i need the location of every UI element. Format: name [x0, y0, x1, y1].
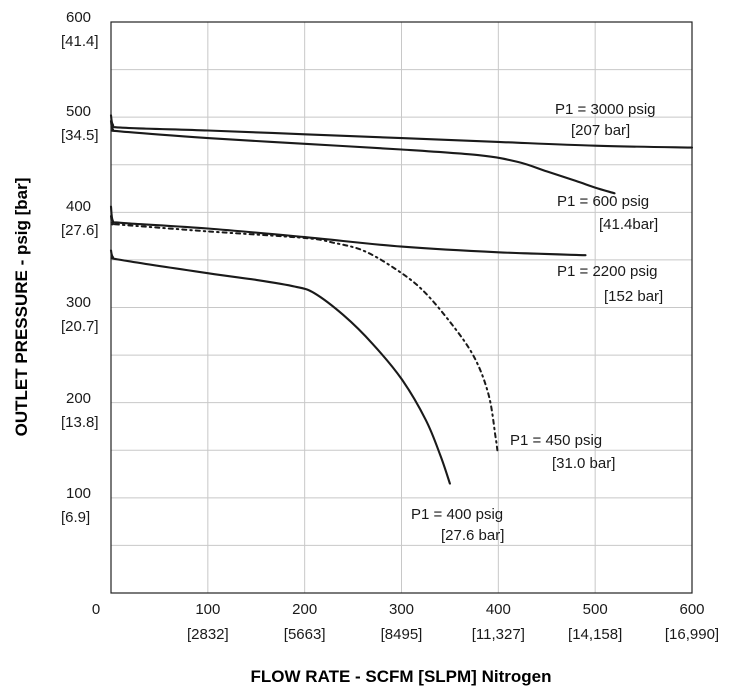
x-tick-sublabel: [8495]: [381, 626, 423, 643]
y-tick-label: 300: [66, 294, 91, 311]
x-tick-label: 500: [583, 601, 608, 618]
annotation-2200-psig: P1 = 2200 psig: [557, 263, 658, 280]
series-line-p1-1400-psig: [109, 249, 451, 485]
x-tick-sublabel: [14,158]: [568, 626, 622, 643]
y-tick-sublabel: [41.4]: [61, 33, 99, 50]
series-line-p1-1450-psig: [110, 215, 499, 452]
y-tick-sublabel: [27.6]: [61, 222, 99, 239]
y-tick-sublabel: [20.7]: [61, 318, 99, 335]
x-tick-sublabel: [16,990]: [665, 626, 719, 643]
y-tick-sublabel: [34.5]: [61, 127, 99, 144]
y-axis-title: OUTLET PRESSURE - psig [bar]: [12, 178, 31, 437]
annotation-400-psig-bar: [27.6 bar]: [441, 527, 504, 544]
y-tick-label: 500: [66, 103, 91, 120]
annotation-3000-psig-bar: [207 bar]: [571, 122, 630, 139]
y-tick-label: 400: [66, 198, 91, 215]
annotation-450-psig-bar: [31.0 bar]: [552, 455, 615, 472]
x-axis-title: FLOW RATE - SCFM [SLPM] Nitrogen: [251, 667, 552, 686]
grid-lines: [111, 22, 692, 593]
x-tick-sublabel: [11,327]: [472, 626, 525, 643]
y-tick-label: 100: [66, 485, 91, 502]
x-axis-ticks: 0 100 [2832] 200 [5663] 300 [8495] 400 [11,327] 5…: [92, 601, 719, 643]
x-tick-label: 0: [92, 601, 100, 618]
x-tick-label: 300: [389, 601, 414, 618]
y-tick-sublabel: [13.8]: [61, 414, 99, 431]
annotation-450-psig: P1 = 450 psig: [510, 432, 602, 449]
y-tick-label: 200: [66, 390, 91, 407]
y-tick-sublabel: [6.9]: [61, 509, 90, 526]
annotation-3000-psig: P1 = 3000 psig: [555, 101, 656, 118]
x-tick-label: 600: [679, 601, 704, 618]
annotation-600-psig-bar: [41.4bar]: [599, 216, 658, 233]
x-tick-sublabel: [2832]: [187, 626, 229, 643]
y-axis-ticks: 100 [6.9] 200 [13.8] 300 [20.7] 400 [27.6] 500 [3…: [61, 9, 99, 526]
x-tick-label: 200: [292, 601, 317, 618]
annotation-400-psig: P1 = 400 psig: [411, 506, 503, 523]
series-line-p1-1600-psig: [109, 119, 616, 195]
x-tick-label: 400: [486, 601, 511, 618]
annotation-600-psig: P1 = 600 psig: [557, 193, 649, 210]
x-tick-label: 100: [195, 601, 220, 618]
y-tick-label: 600: [66, 9, 91, 26]
series-layer: [109, 114, 694, 485]
series-line-p1-12200-psig: [109, 205, 587, 257]
x-tick-sublabel: [5663]: [284, 626, 326, 643]
annotation-2200-psig-bar: [152 bar]: [604, 288, 663, 305]
plot-frame: [110, 21, 693, 594]
